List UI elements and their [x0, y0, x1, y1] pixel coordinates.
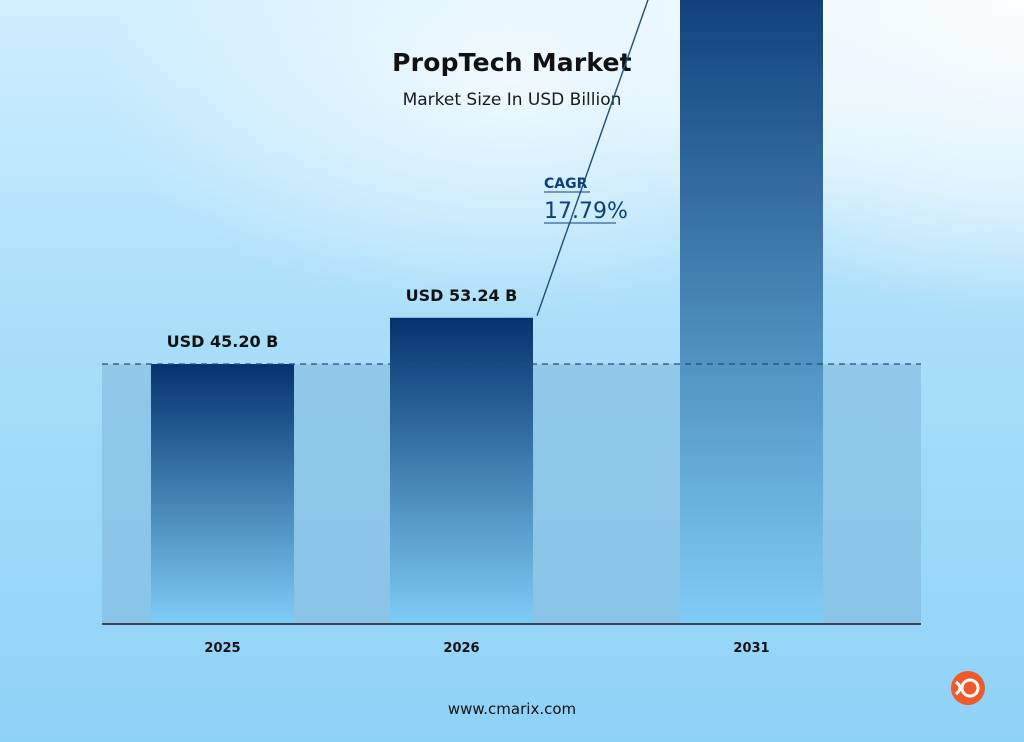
bar-2025: [151, 364, 294, 624]
chart-subtitle: Market Size In USD Billion: [402, 90, 622, 110]
x-tick-label-2025: 2025: [204, 641, 240, 656]
x-tick-label-2031: 2031: [733, 641, 769, 656]
data-label-2026: USD 53.24 B: [406, 286, 518, 305]
cagr-arrow: [536, 0, 649, 316]
bar-2026: [390, 317, 533, 624]
bar-2031: [680, 0, 823, 624]
data-label-2025: USD 45.20 B: [167, 332, 279, 351]
cmarix-logo-icon: [951, 671, 985, 705]
footer-url: www.cmarix.com: [447, 700, 577, 718]
chart-title: PropTech Market: [392, 48, 632, 77]
cagr-value: 17.79%: [544, 199, 628, 224]
cagr-label: CAGR: [544, 176, 588, 192]
x-tick-label-2026: 2026: [443, 641, 479, 656]
